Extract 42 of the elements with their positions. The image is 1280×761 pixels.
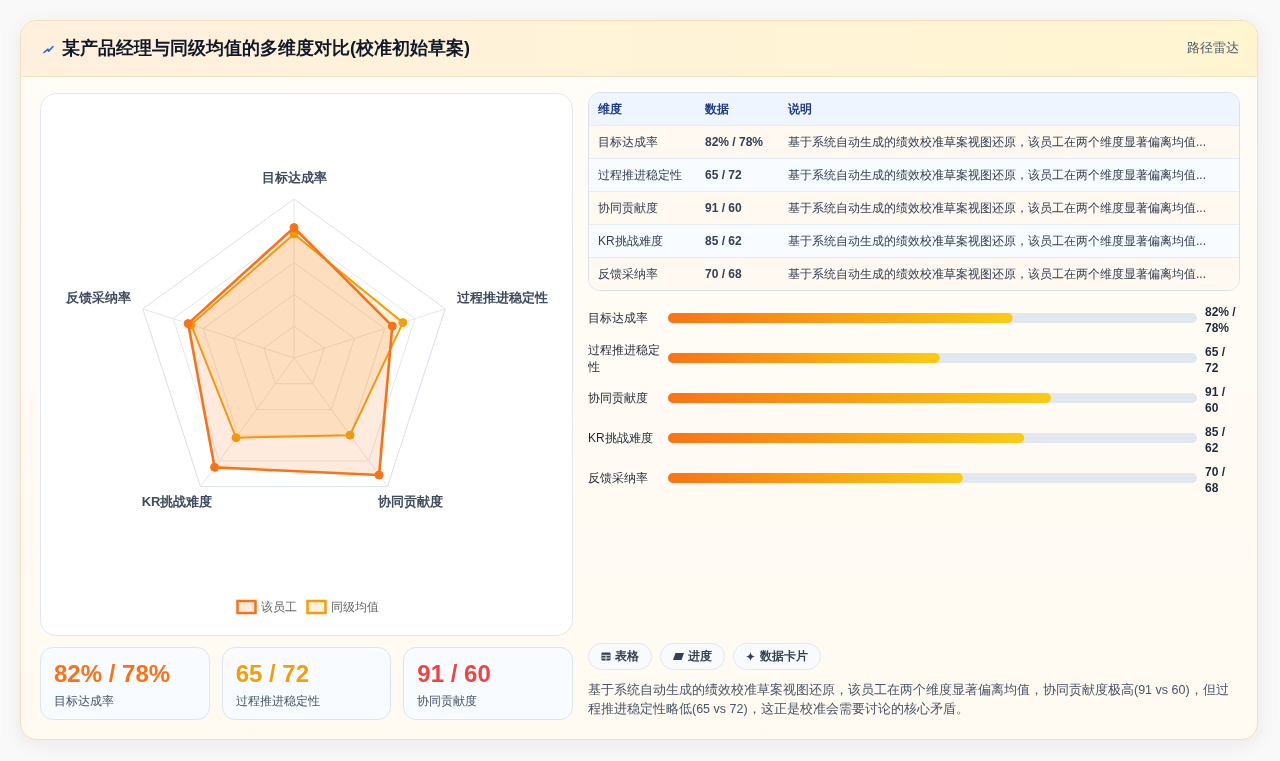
y-tick-label: 目标达成率 <box>588 311 648 325</box>
text: 协同贡献度 <box>417 693 478 709</box>
text: 过程推进稳定性 <box>235 693 320 709</box>
y-tick-label: 反馈采纳率 <box>588 471 648 485</box>
text: 85 / 62 <box>1205 425 1226 455</box>
text: 65 / 72 <box>1205 345 1226 375</box>
text: 说明 <box>788 100 813 118</box>
spoke-label: 协同贡献度 <box>377 493 444 509</box>
spoke-label: 目标达成率 <box>261 169 327 185</box>
text: 路径雷达 <box>1187 40 1239 56</box>
text: 91 / 60 <box>705 201 743 215</box>
text: 基于系统自动生成的绩效校准草案视图还原，该员工在两个维度显著偏离均值... <box>788 265 1207 283</box>
text: 82% / 78% <box>705 135 765 149</box>
text: 基于系统自动生成的绩效校准草案视图还原，该员工在两个维度显著偏离均值... <box>788 199 1207 217</box>
spoke-label: 过程推进稳定性 <box>455 289 548 305</box>
category-label: 进度 <box>688 649 712 664</box>
text: 70 / 68 <box>1205 465 1226 495</box>
text: 65 / 72 <box>705 168 743 182</box>
text: 91 / 60 <box>417 660 491 688</box>
text: 91 / 60 <box>1205 385 1226 415</box>
y-tick-label: 过程推进稳定性 <box>587 342 660 374</box>
spoke-label: KR挑战难度 <box>141 493 213 509</box>
text: 目标达成率 <box>54 693 114 709</box>
text: 65 / 72 <box>235 660 310 688</box>
legend-label: 该员工 <box>260 600 297 614</box>
text: 基于系统自动生成的绩效校准草案视图还原，该员工在两个维度显著偏离均值... <box>788 166 1207 184</box>
text: 维度 <box>598 100 623 118</box>
y-tick-label: 协同贡献度 <box>588 391 648 405</box>
text: 82% / 78% <box>1205 305 1237 335</box>
category-label: 表格 <box>615 649 639 664</box>
text: 基于系统自动生成的绩效校准草案视图还原，该员工在两个维度显著偏离均值，协同贡献度极高(91 vs 60)，但过程推进稳定性略低(65 vs 72)，这正是校准会需要讨论的核心矛盾。 <box>588 682 1230 718</box>
text: 基于系统自动生成的绩效校准草案视图还原，该员工在两个维度显著偏离均值... <box>788 232 1207 250</box>
legend-label: 同级均值 <box>330 600 379 614</box>
spoke-label: 反馈采纳率 <box>65 289 132 305</box>
text: 某产品经理与同级均值的多维度对比(校准初始草案) <box>62 37 470 59</box>
y-tick-label: KR挑战难度 <box>588 431 653 445</box>
text: 82% / 78% <box>54 660 171 688</box>
category-label: 数据卡片 <box>760 649 808 664</box>
text: 85 / 62 <box>705 234 743 248</box>
text: 70 / 68 <box>705 267 743 281</box>
text: 基于系统自动生成的绩效校准草案视图还原，该员工在两个维度显著偏离均值... <box>788 133 1207 151</box>
text: 数据 <box>705 100 730 118</box>
